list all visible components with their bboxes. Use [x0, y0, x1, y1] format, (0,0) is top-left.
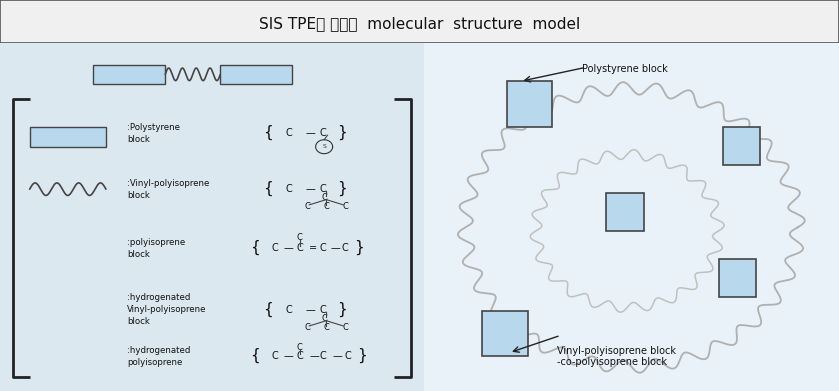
Bar	[722, 127, 760, 165]
Bar	[607, 193, 644, 231]
Text: —: —	[310, 351, 319, 361]
Text: SIS TPE계 수지의  molecular  structure  model: SIS TPE계 수지의 molecular structure model	[259, 16, 580, 31]
Text: —: —	[331, 243, 341, 253]
Text: $\}$: $\}$	[336, 180, 347, 198]
Bar	[93, 65, 165, 84]
Text: Vinyl-polyisoprene block
-co-polyisoprene block: Vinyl-polyisoprene block -co-polyisopren…	[556, 346, 675, 368]
Text: C: C	[321, 194, 327, 203]
Bar	[221, 65, 292, 84]
Text: C: C	[271, 351, 278, 361]
Text: $\{$: $\{$	[263, 124, 273, 142]
Text: C: C	[297, 351, 304, 361]
Text: =: =	[310, 243, 317, 253]
Text: —: —	[332, 351, 342, 361]
Text: C: C	[321, 314, 327, 323]
Text: $\}$: $\}$	[336, 124, 347, 142]
Text: :polyisoprene
block: :polyisoprene block	[128, 238, 185, 259]
Text: $\}$: $\}$	[357, 347, 367, 366]
Text: C: C	[320, 351, 326, 361]
Text: C: C	[286, 128, 293, 138]
Text: C: C	[342, 202, 348, 211]
Text: C: C	[320, 305, 326, 315]
Text: $\{$: $\{$	[250, 239, 260, 257]
Text: C: C	[271, 243, 278, 253]
Text: C: C	[320, 184, 326, 194]
Text: $\{$: $\{$	[263, 301, 273, 319]
Text: —: —	[284, 351, 294, 361]
Text: :hydrogenated
Vinyl-polyisoprene
block: :hydrogenated Vinyl-polyisoprene block	[128, 293, 206, 326]
Text: —: —	[305, 128, 315, 138]
Text: —: —	[305, 305, 315, 315]
Text: C: C	[305, 202, 310, 211]
Text: C: C	[323, 202, 329, 211]
Text: C: C	[320, 243, 326, 253]
Text: C: C	[342, 323, 348, 332]
Text: C: C	[297, 233, 303, 242]
Text: :Polystyrene
block: :Polystyrene block	[128, 123, 180, 144]
Text: $\{$: $\{$	[263, 180, 273, 198]
Text: —: —	[305, 184, 315, 194]
Text: $\{$: $\{$	[250, 347, 260, 366]
Text: C: C	[344, 351, 351, 361]
Text: :hydrogenated
polyisoprene: :hydrogenated polyisoprene	[128, 346, 190, 367]
Text: C: C	[297, 343, 303, 352]
Text: C: C	[286, 305, 293, 315]
Text: :Vinyl-polyisoprene
block: :Vinyl-polyisoprene block	[128, 179, 210, 199]
Text: $\}$: $\}$	[336, 301, 347, 319]
Bar	[29, 127, 106, 147]
Bar	[718, 259, 756, 297]
Text: —: —	[284, 243, 294, 253]
Text: S: S	[322, 144, 326, 149]
Text: C: C	[341, 243, 348, 253]
Bar	[507, 81, 552, 127]
Text: Polystyrene block: Polystyrene block	[581, 64, 667, 74]
Text: C: C	[297, 243, 304, 253]
Text: C: C	[305, 323, 310, 332]
Text: C: C	[286, 184, 293, 194]
Text: C: C	[320, 128, 326, 138]
Bar	[482, 311, 528, 356]
Text: C: C	[323, 323, 329, 332]
Text: $\}$: $\}$	[354, 239, 363, 257]
